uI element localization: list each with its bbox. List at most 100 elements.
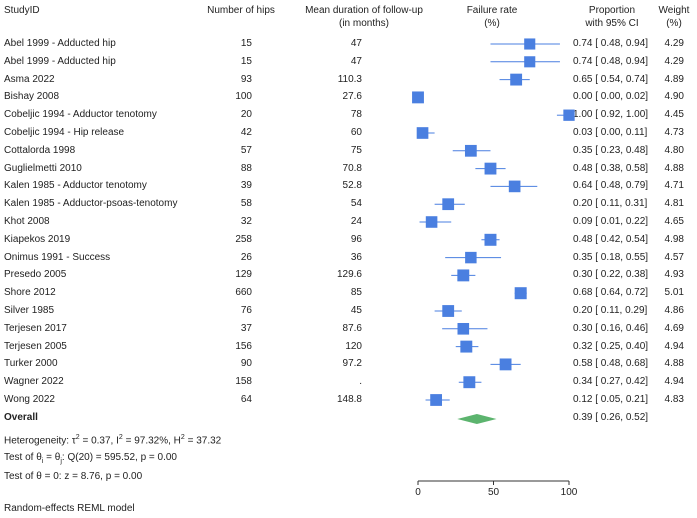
study-ci: 0.20 [ 0.11, 0.29] [573, 305, 648, 316]
study-name: Bishay 2008 [4, 91, 60, 103]
header-followup-line2: (in months) [338, 18, 389, 29]
study-hips: 37 [240, 322, 252, 334]
study-weight: 4.69 [664, 322, 684, 334]
study-followup: 27.6 [342, 91, 362, 103]
header-weight-line1: Weight [658, 5, 690, 16]
study-weight: 4.88 [664, 162, 684, 174]
study-hips: 20 [240, 109, 252, 121]
study-followup: 129.6 [336, 269, 362, 281]
study-weight: 4.29 [664, 55, 684, 67]
study-ci: 0.64 [ 0.48, 0.79] [573, 180, 649, 192]
study-ci: 0.30 [ 0.16, 0.46] [573, 322, 649, 334]
header-hips: Number of hips [207, 5, 275, 16]
study-ci: 0.48 [ 0.42, 0.54] [573, 233, 649, 245]
study-name: Wagner 2022 [4, 376, 64, 388]
study-marker [465, 251, 477, 264]
study-marker [416, 127, 429, 139]
study-followup: 60 [350, 127, 362, 138]
study-name: Abel 1999 - Adducted hip [4, 38, 116, 49]
study-weight: 4.89 [664, 73, 684, 85]
test-theta-zero: Test of θ = 0: z = 8.76, p = 0.00 [4, 471, 143, 482]
study-marker [425, 216, 438, 228]
study-weight: 4.57 [664, 251, 684, 263]
study-weight: 4.94 [664, 376, 684, 388]
study-marker [524, 56, 536, 68]
study-followup: 45 [350, 305, 362, 316]
study-ci: 0.09 [ 0.01, 0.22] [573, 216, 649, 227]
study-weight: 4.65 [664, 216, 684, 227]
header-proportion-line1: Proportion [588, 5, 636, 16]
study-name: Kalen 1985 - Adductor tenotomy [4, 180, 147, 192]
study-name: Cobeljic 1994 - Adductor tenotomy [4, 109, 157, 121]
study-name: Kiapekos 2019 [4, 233, 71, 245]
study-ci: 0.20 [ 0.11, 0.31] [573, 198, 648, 210]
study-marker [442, 305, 455, 317]
study-hips: 64 [240, 394, 252, 405]
overall-label: Overall [4, 412, 38, 423]
study-hips: 26 [240, 251, 252, 263]
study-ci: 0.68 [ 0.64, 0.72] [573, 287, 649, 299]
study-followup: 47 [350, 55, 362, 67]
header-study: StudyID [4, 5, 40, 16]
study-marker [463, 376, 476, 389]
study-marker [464, 144, 477, 157]
study-hips: 15 [240, 55, 252, 67]
study-name: Turker 2000 [4, 358, 58, 370]
study-weight: 4.73 [664, 127, 684, 138]
heterogeneity-stats: Heterogeneity: τ2 = 0.37, I2 = 97.32%, H… [4, 434, 222, 447]
header-weight-line2: (%) [666, 18, 682, 29]
study-name: Wong 2022 [4, 394, 55, 405]
study-name: Cobeljic 1994 - Hip release [4, 127, 125, 138]
study-weight: 4.45 [664, 109, 684, 121]
study-hips: 42 [240, 127, 252, 138]
study-hips: 90 [240, 358, 252, 370]
study-weight: 4.88 [664, 358, 684, 370]
study-ci: 0.35 [ 0.18, 0.55] [573, 251, 649, 263]
study-name: Abel 1999 - Adducted hip [4, 55, 116, 67]
x-tick-label: 100 [561, 487, 578, 498]
study-weight: 4.98 [664, 233, 684, 245]
study-hips: 88 [240, 162, 252, 174]
study-ci: 0.30 [ 0.22, 0.38] [573, 269, 649, 281]
study-hips: 32 [240, 216, 252, 227]
study-ci: 0.74 [ 0.48, 0.94] [573, 38, 649, 49]
study-followup: 120 [345, 340, 362, 352]
study-weight: 4.94 [664, 340, 684, 352]
study-marker [460, 340, 473, 353]
study-weight: 5.01 [664, 287, 684, 299]
study-marker [412, 91, 424, 104]
study-ci: 0.32 [ 0.25, 0.40] [573, 340, 649, 352]
study-hips: 100 [235, 91, 252, 103]
study-ci: 0.03 [ 0.00, 0.11] [573, 127, 648, 138]
study-marker [430, 394, 443, 406]
study-weight: 4.80 [664, 144, 684, 156]
study-ci: 0.74 [ 0.48, 0.94] [573, 55, 649, 67]
study-ci: 0.35 [ 0.23, 0.48] [573, 144, 649, 156]
x-tick-label: 0 [415, 487, 421, 498]
study-hips: 76 [240, 305, 252, 316]
study-followup: 97.2 [342, 358, 362, 370]
study-name: Presedo 2005 [4, 269, 67, 281]
study-hips: 58 [240, 198, 252, 210]
study-followup: 36 [350, 251, 362, 263]
study-name: Terjesen 2017 [4, 322, 67, 334]
study-weight: 4.90 [664, 91, 684, 103]
study-name: Khot 2008 [4, 216, 50, 227]
study-marker [457, 269, 470, 282]
study-name: Kalen 1985 - Adductor-psoas-tenotomy [4, 198, 178, 210]
study-hips: 129 [235, 269, 252, 281]
study-marker [524, 38, 536, 50]
study-followup: 70.8 [342, 162, 362, 174]
study-marker [563, 109, 575, 121]
header-proportion-line2: with 95% CI [585, 18, 639, 29]
study-followup: 85 [350, 287, 362, 299]
header-failure-line2: (%) [484, 18, 500, 29]
study-hips: 660 [235, 287, 252, 299]
study-followup: 96 [350, 233, 362, 245]
study-marker [457, 322, 470, 335]
study-followup: 47 [350, 38, 362, 49]
test-theta-i: Test of θi = θj: Q(20) = 595.52, p = 0.0… [4, 452, 177, 465]
study-weight: 4.71 [664, 180, 684, 192]
study-ci: 0.48 [ 0.38, 0.58] [573, 162, 649, 174]
